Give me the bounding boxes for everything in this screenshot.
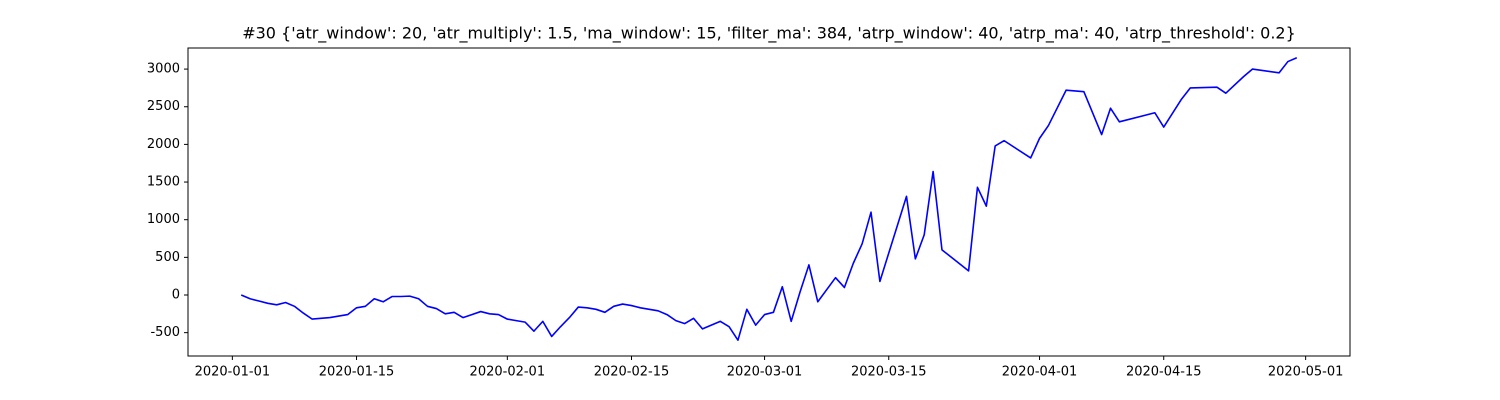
x-tick-label: 2020-05-01 — [1268, 365, 1344, 380]
x-tick-label: 2020-04-15 — [1126, 365, 1202, 380]
x-tick-label: 2020-03-15 — [851, 365, 927, 380]
y-tick-label: 2000 — [147, 137, 180, 152]
y-tick-label: 0 — [172, 288, 180, 303]
y-tick-label: 500 — [155, 250, 180, 265]
data-line — [240, 57, 1298, 341]
x-tick-label: 2020-04-01 — [1002, 365, 1078, 380]
y-tick-label: 1000 — [147, 212, 180, 227]
x-tick-label: 2020-01-15 — [319, 365, 395, 380]
chart-title: #30 {'atr_window': 20, 'atr_multiply': 1… — [242, 24, 1296, 44]
x-tick-label: 2020-02-01 — [470, 365, 546, 380]
x-tick-label: 2020-03-01 — [727, 365, 803, 380]
y-tick-label: 2500 — [147, 99, 180, 114]
y-tick-label: 1500 — [147, 175, 180, 190]
y-tick-label: 3000 — [147, 62, 180, 77]
y-tick-label: -500 — [150, 325, 180, 340]
x-tick-label: 2020-02-15 — [594, 365, 670, 380]
x-tick-label: 2020-01-01 — [195, 365, 271, 380]
plot-frame — [187, 47, 1351, 357]
